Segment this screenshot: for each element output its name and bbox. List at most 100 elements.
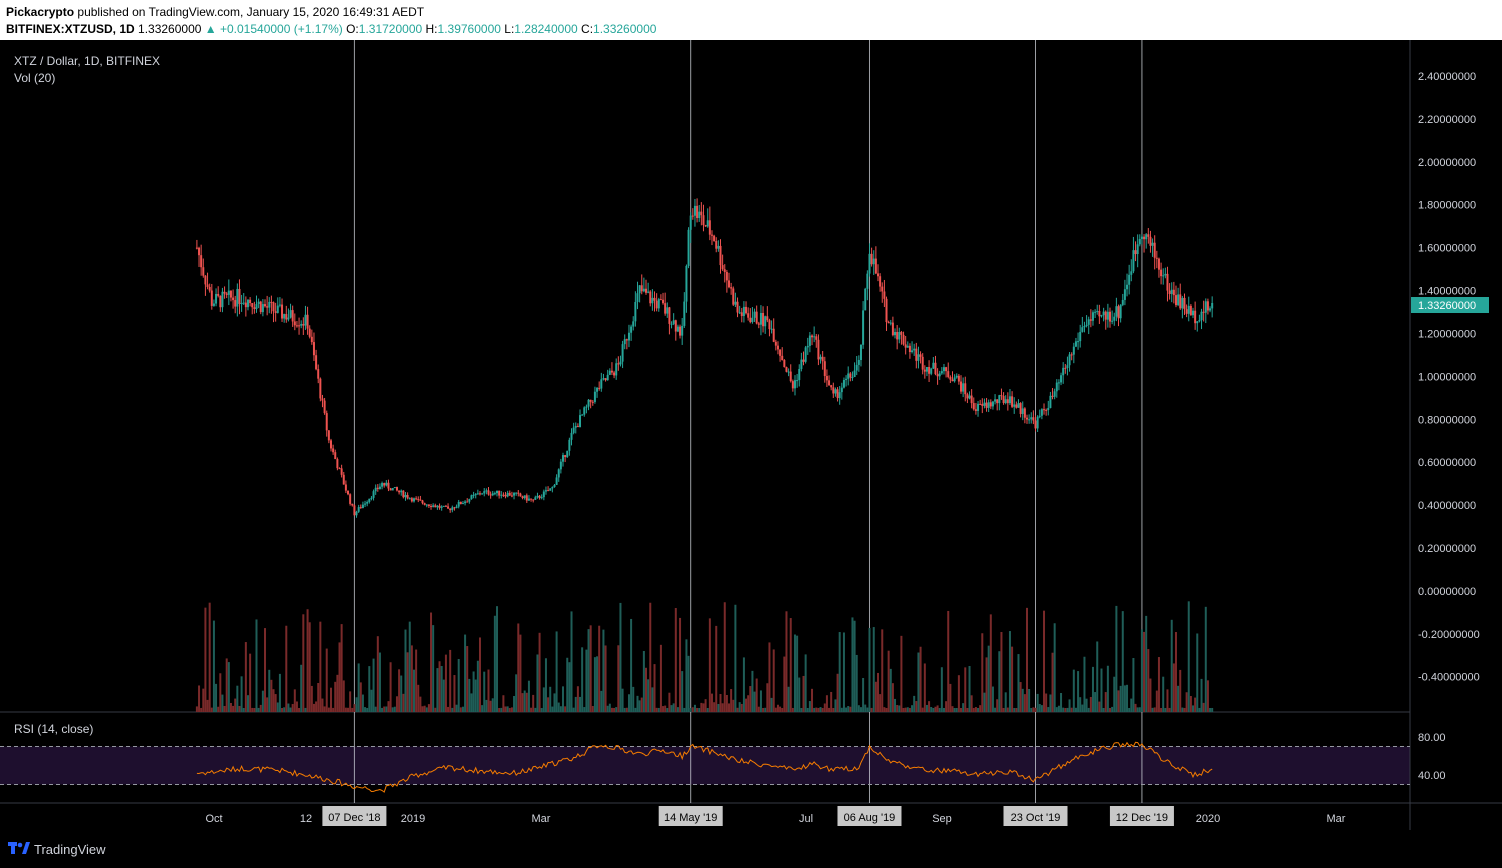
candle-body xyxy=(234,300,237,307)
candle-body xyxy=(821,356,824,362)
candle-body xyxy=(227,290,230,295)
candle-body xyxy=(489,494,492,496)
volume-bar xyxy=(425,707,428,712)
candle-body xyxy=(811,335,814,338)
candle-body xyxy=(500,494,503,496)
candle-body xyxy=(1023,408,1026,418)
volume-bar xyxy=(1189,696,1192,712)
volume-bar xyxy=(195,706,198,712)
volume-bar xyxy=(504,706,507,712)
candle-body xyxy=(676,326,679,332)
volume-bar xyxy=(832,707,835,712)
volume-bar xyxy=(940,667,943,712)
volume-bar xyxy=(236,685,239,712)
low-value: 1.28240000 xyxy=(514,22,578,36)
volume-bar xyxy=(579,696,582,712)
price-chart[interactable]: 2.40000000 2.20000000 2.00000000 1.80000000… xyxy=(0,40,1502,830)
candle-body xyxy=(572,427,575,433)
candle-body xyxy=(793,380,796,389)
volume-bar xyxy=(757,706,760,712)
candle-body xyxy=(436,505,439,508)
y-tick-label: 1.80000000 xyxy=(1418,200,1476,212)
volume-bar xyxy=(478,637,481,712)
candle-body xyxy=(1015,404,1018,408)
candle-body xyxy=(353,505,356,516)
candle-body xyxy=(210,290,213,306)
volume-bar xyxy=(285,625,288,712)
volume-bar xyxy=(349,691,352,712)
candle-body xyxy=(830,385,833,388)
volume-bar xyxy=(208,602,211,712)
volume-bar xyxy=(734,604,737,712)
volume-bar xyxy=(645,667,647,712)
candle-body xyxy=(615,363,618,376)
volume-bar xyxy=(451,707,454,712)
volume-bar xyxy=(372,658,375,712)
candle-body xyxy=(583,407,586,415)
candle-body xyxy=(817,339,820,360)
candle-body xyxy=(561,455,564,462)
volume-bar xyxy=(938,708,941,712)
candle-body xyxy=(632,321,635,327)
volume-bar xyxy=(204,607,207,712)
volume-bar xyxy=(329,687,332,712)
volume-bar xyxy=(1081,704,1084,712)
candle-body xyxy=(1102,311,1105,316)
volume-bar xyxy=(849,706,852,712)
chart-symbol-legend[interactable]: XTZ / Dollar, 1D, BITFINEX xyxy=(14,54,161,68)
volume-bar xyxy=(840,707,843,712)
rsi-legend[interactable]: RSI (14, close) xyxy=(14,722,94,736)
candle-body xyxy=(506,492,509,497)
volume-bar xyxy=(721,703,724,712)
close-label: C: xyxy=(581,22,594,36)
volume-bar xyxy=(378,652,381,712)
candle-body xyxy=(602,378,605,380)
candle-body xyxy=(800,359,803,369)
candle-body xyxy=(315,355,318,370)
volume-bar xyxy=(266,697,269,712)
candle-body xyxy=(1040,409,1043,416)
candle-body xyxy=(1132,250,1135,272)
volume-bar xyxy=(315,701,318,712)
candle-body xyxy=(1117,306,1120,319)
volume-bar xyxy=(530,707,533,712)
volume-bar xyxy=(1117,690,1120,712)
candle-body xyxy=(934,362,937,375)
candle-body xyxy=(432,505,435,507)
candle-body xyxy=(1179,294,1182,309)
x-tick-label: Sep xyxy=(932,813,952,825)
candle-body xyxy=(576,426,579,428)
volume-bar xyxy=(553,693,556,712)
candle-body xyxy=(649,291,652,304)
candle-body xyxy=(642,288,645,292)
volume-legend[interactable]: Vol (20) xyxy=(14,71,56,85)
candle-body xyxy=(521,496,524,499)
volume-bar xyxy=(561,686,564,712)
candle-body xyxy=(298,325,301,327)
volume-bar xyxy=(323,706,326,712)
candle-body xyxy=(719,245,722,266)
candle-body xyxy=(1155,257,1158,259)
candle-body xyxy=(240,303,243,305)
volume-bar xyxy=(591,706,594,712)
author-name[interactable]: Pickacrypto xyxy=(6,5,75,19)
candle-body xyxy=(1119,304,1122,319)
volume-bar xyxy=(417,684,420,712)
candle-body xyxy=(408,498,411,500)
candle-body xyxy=(508,492,511,496)
publish-info: published on TradingView.com, January 15… xyxy=(77,5,425,19)
volume-bar xyxy=(730,689,733,712)
candle-body xyxy=(981,404,984,406)
volume-bar xyxy=(960,707,963,712)
candle-body xyxy=(696,205,699,219)
volume-bar xyxy=(1034,707,1037,712)
candle-body xyxy=(783,359,786,368)
candle-body xyxy=(781,355,784,360)
marker-date-label: 12 Dec '19 xyxy=(1116,812,1168,824)
candle-body xyxy=(468,499,471,502)
candle-body xyxy=(559,461,562,470)
candle-body xyxy=(953,377,956,382)
tradingview-brand[interactable]: TradingView xyxy=(34,842,106,857)
volume-bar xyxy=(413,669,415,712)
volume-bar xyxy=(653,664,656,712)
